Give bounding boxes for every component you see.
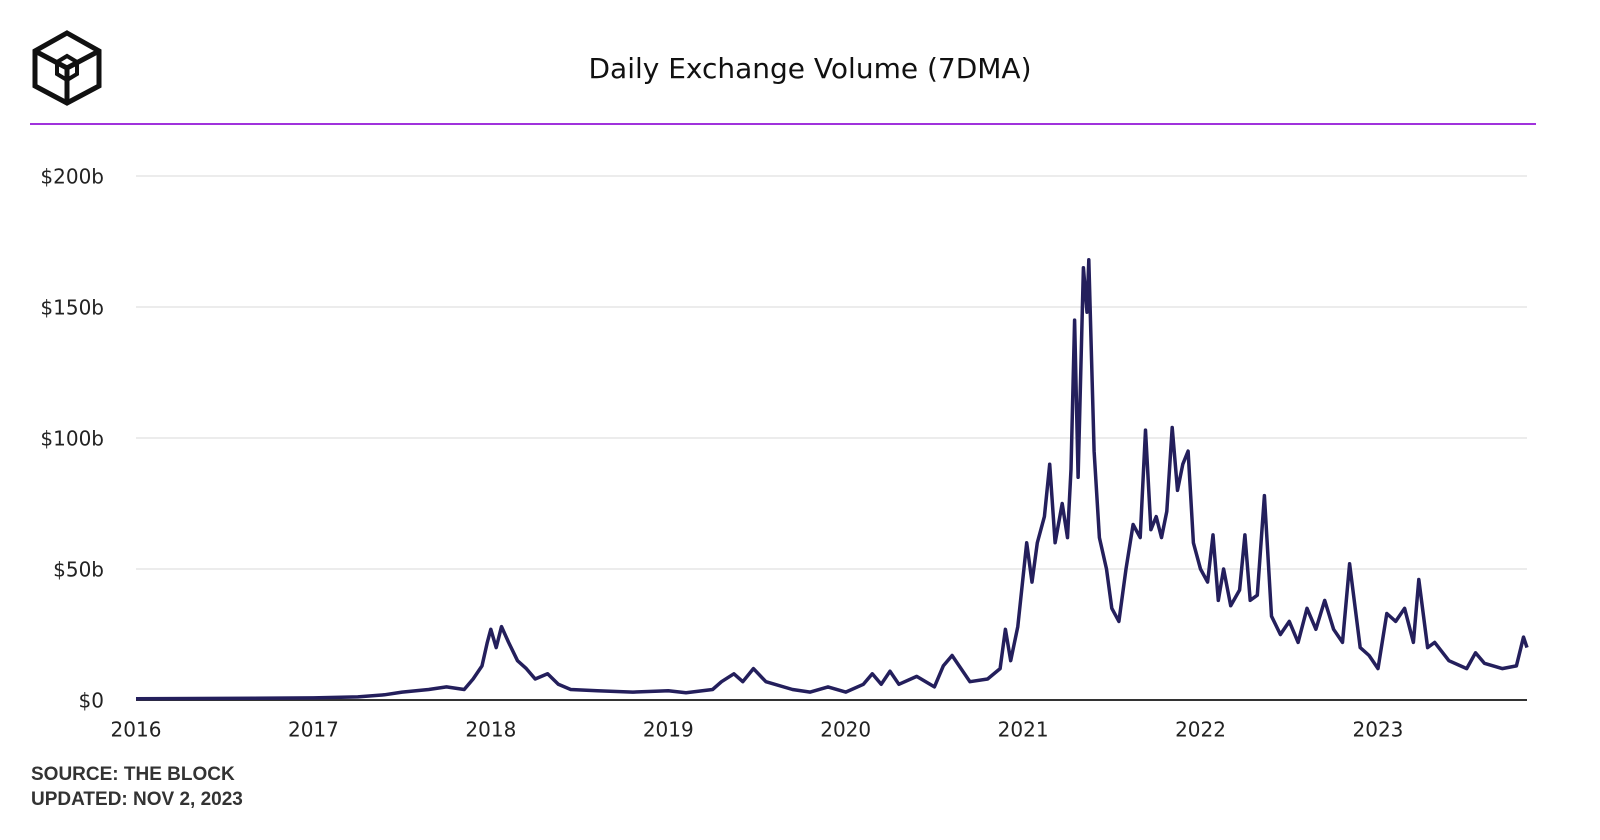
y-tick-label: $0: [79, 689, 104, 713]
x-tick-label: 2017: [288, 718, 339, 742]
x-tick-label: 2020: [820, 718, 871, 742]
x-tick-label: 2018: [465, 718, 516, 742]
y-tick-label: $200b: [40, 165, 104, 189]
x-tick-label: 2019: [643, 718, 694, 742]
updated-note: UPDATED: NOV 2, 2023: [31, 789, 243, 810]
x-tick-label: 2021: [998, 718, 1049, 742]
x-tick-label: 2022: [1175, 718, 1226, 742]
logo: [32, 30, 102, 106]
x-tick-label: 2016: [111, 718, 162, 742]
source-note: SOURCE: THE BLOCK: [31, 764, 235, 785]
y-tick-label: $50b: [53, 558, 104, 582]
y-tick-label: $150b: [40, 296, 104, 320]
data-line: [135, 258, 1529, 701]
x-tick-label: 2023: [1353, 718, 1404, 742]
chart-title: Daily Exchange Volume (7DMA): [588, 52, 1031, 85]
y-tick-label: $100b: [40, 427, 104, 451]
